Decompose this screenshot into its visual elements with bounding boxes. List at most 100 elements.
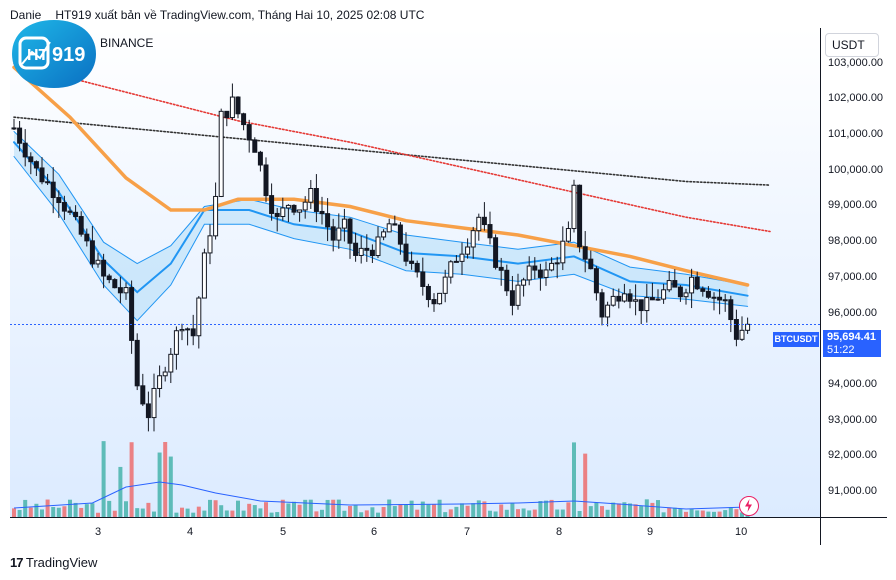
candle-body <box>235 96 241 115</box>
candle-body <box>302 201 308 211</box>
time-axis[interactable] <box>10 517 820 545</box>
candle-body <box>274 212 280 217</box>
volume-bar <box>135 508 140 517</box>
volume-bar <box>622 502 627 517</box>
volume-bar <box>644 499 649 517</box>
candle-body <box>448 261 454 278</box>
candle-body <box>470 230 476 248</box>
volume-bar <box>387 499 392 517</box>
lightning-icon[interactable] <box>739 496 759 516</box>
price-chart[interactable] <box>10 28 820 517</box>
volume-bar <box>202 510 207 517</box>
exchange-label: BINANCE <box>100 36 154 50</box>
price-axis[interactable] <box>820 28 887 517</box>
candle-body <box>33 161 39 169</box>
volume-bar <box>600 506 604 517</box>
volume-bar <box>538 501 543 517</box>
author-name: Danie <box>10 8 42 22</box>
volume-bar <box>118 466 123 517</box>
candle-body <box>319 210 325 215</box>
time-tick-label: 3 <box>95 526 102 538</box>
volume-bar <box>292 501 296 517</box>
band-mid-line <box>13 141 749 297</box>
volume-bar <box>504 509 509 517</box>
volume-bar <box>303 499 308 517</box>
candle-body <box>162 371 168 377</box>
candle-body <box>17 127 23 144</box>
candle-body <box>465 246 471 255</box>
volume-bar <box>426 504 431 517</box>
logo-text: 919 <box>52 44 85 66</box>
price-tick-label: 93,000.00 <box>828 413 877 426</box>
volume-bar <box>275 512 280 517</box>
volume-bar <box>381 507 386 517</box>
axis-corner <box>820 517 887 545</box>
volume-bar <box>96 512 100 517</box>
candle-body <box>291 204 297 213</box>
currency-selector[interactable]: USDT <box>825 33 879 57</box>
symbol-tag: BTCUSDT <box>773 332 819 347</box>
price-tick-label: 99,000.00 <box>828 199 877 212</box>
candle-body <box>610 295 616 306</box>
volume-bar <box>370 507 375 517</box>
candle-body <box>431 299 437 305</box>
candle-body <box>280 207 286 217</box>
volume-bar <box>185 508 190 517</box>
candle-body <box>549 262 555 271</box>
volume-bar <box>364 510 369 517</box>
price-tick-label: 96,000.00 <box>828 306 877 319</box>
candle-body <box>89 240 95 265</box>
candle-body <box>554 262 560 265</box>
volume-bar <box>308 499 313 517</box>
volume-bar <box>191 512 196 517</box>
volume-bar <box>471 503 476 517</box>
volume-bar <box>633 504 638 517</box>
volume-bar <box>532 509 537 517</box>
candle-body <box>112 279 118 289</box>
candle-body <box>745 323 751 331</box>
volume-bar <box>639 505 644 517</box>
volume-bar <box>140 508 145 517</box>
volume-bar <box>482 501 487 517</box>
candle-body <box>157 375 163 389</box>
volume-bar <box>684 511 688 517</box>
volume-bar <box>174 512 179 517</box>
candle-body <box>633 299 639 302</box>
volume-bar <box>314 511 319 517</box>
tradingview-logo-icon: 17 <box>10 555 24 570</box>
red-dotted-line <box>13 62 771 233</box>
volume-bar <box>336 499 341 517</box>
candle-body <box>683 292 689 298</box>
candle-body <box>414 262 420 273</box>
orange-ma-line <box>12 65 750 287</box>
candle-body <box>196 297 202 337</box>
candle-body <box>605 304 611 318</box>
volume-bar <box>62 506 67 517</box>
volume-bar <box>286 503 291 517</box>
candle-body <box>498 266 504 271</box>
price-tick-label: 92,000.00 <box>828 449 877 462</box>
volume-bar <box>40 509 44 517</box>
tradingview-brand[interactable]: 17 TradingView <box>10 555 97 570</box>
volume-bar <box>90 503 95 517</box>
volume-bar <box>672 507 677 517</box>
last-price-value: 95,694.41 <box>827 331 876 343</box>
candle-body <box>442 276 448 294</box>
candle-body <box>117 287 123 294</box>
candle-body <box>560 240 566 264</box>
candle-body <box>739 329 745 340</box>
candle-body <box>353 242 359 256</box>
candle-body <box>425 285 431 301</box>
candle-body <box>168 353 174 373</box>
candle-body <box>173 330 179 355</box>
volume-bar <box>51 506 56 517</box>
ht919-logo: HT 919 <box>10 18 98 90</box>
candle-body <box>565 228 571 242</box>
candle-body <box>711 296 717 299</box>
last-price-tag: 95,694.41 51:22 <box>823 330 881 357</box>
volume-bar <box>146 502 151 517</box>
candle-body <box>50 181 56 199</box>
candle-body <box>733 319 739 340</box>
volume-bar <box>219 505 224 517</box>
volume-bar <box>476 500 481 517</box>
